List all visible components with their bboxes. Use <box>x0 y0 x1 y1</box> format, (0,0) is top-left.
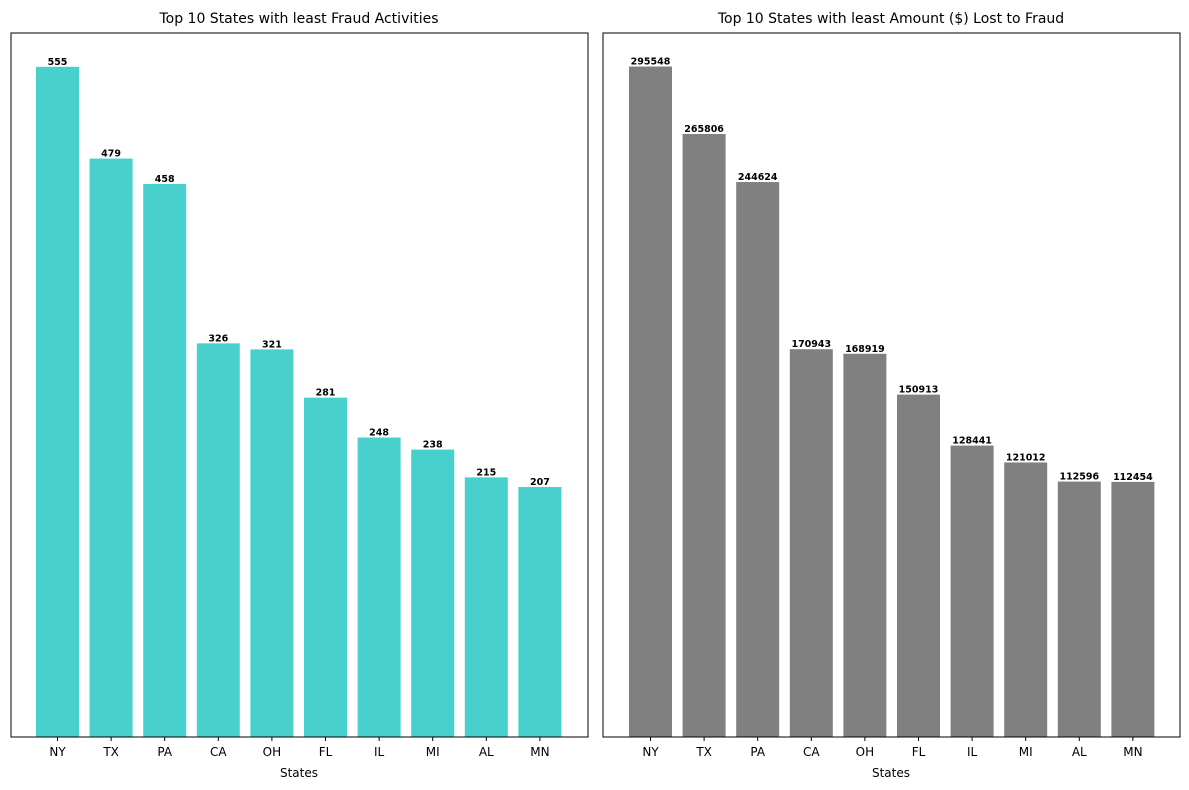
bar-il <box>950 445 994 737</box>
bar-fl <box>897 394 940 737</box>
plot-frame <box>10 32 589 738</box>
data-label-tx: 479 <box>101 149 121 160</box>
bar-mi <box>411 449 455 737</box>
x-tick-label-tx: TX <box>695 745 712 759</box>
bar-mn <box>1111 481 1155 737</box>
bar-tx <box>682 133 726 737</box>
x-tick-label-pa: PA <box>157 745 172 759</box>
bar-pa <box>736 182 780 737</box>
x-tick-label-il: IL <box>374 745 385 759</box>
bar-mi <box>1004 462 1048 737</box>
bar-al <box>464 477 508 737</box>
data-label-pa: 458 <box>155 174 175 185</box>
bar-ny <box>629 66 672 737</box>
x-tick-label-oh: OH <box>856 745 874 759</box>
x-tick-label-il: IL <box>967 745 978 759</box>
plot-frame <box>602 32 1181 738</box>
data-label-ny: 555 <box>48 57 68 68</box>
data-label-al: 215 <box>476 467 496 478</box>
data-label-fl: 150913 <box>899 385 939 396</box>
data-label-oh: 321 <box>262 339 282 350</box>
bar-tx <box>89 158 133 737</box>
x-tick-label-ca: CA <box>803 745 820 759</box>
x-tick-label-mi: MI <box>426 745 440 759</box>
bars <box>36 66 562 738</box>
data-label-ny: 295548 <box>631 57 671 68</box>
x-axis-label: States <box>280 766 318 780</box>
chart-title: Top 10 States with least Amount ($) Lost… <box>717 11 1064 27</box>
data-label-al: 112596 <box>1059 472 1099 483</box>
data-label-ca: 170943 <box>791 339 831 350</box>
data-label-ca: 326 <box>208 333 228 344</box>
x-tick-label-mn: MN <box>1123 745 1142 759</box>
bars <box>629 66 1155 737</box>
bar-al <box>1057 481 1101 737</box>
x-tick-label-fl: FL <box>912 745 926 759</box>
data-label-oh: 168919 <box>845 344 885 355</box>
data-label-mn: 207 <box>530 477 550 488</box>
data-label-mi: 121012 <box>1006 452 1046 463</box>
data-labels: 555 479 458 326 321 281 248 238 215 207 <box>48 57 550 488</box>
fraud-activities-chart: Top 10 States with least Fraud Activitie… <box>10 11 589 780</box>
x-tick-label-pa: PA <box>750 745 765 759</box>
x-tick-label-mn: MN <box>530 745 549 759</box>
x-tick-label-al: AL <box>479 745 494 759</box>
bar-oh <box>250 349 294 737</box>
bar-pa <box>143 183 187 738</box>
bar-il <box>357 437 401 737</box>
bar-fl <box>304 397 347 737</box>
x-ticks: NY TX PA CA OH FL IL MI AL MN <box>642 737 1143 759</box>
data-label-il: 248 <box>369 428 389 439</box>
x-tick-label-ny: NY <box>642 745 659 759</box>
x-ticks: NY TX PA CA OH FL IL MI AL MN <box>49 737 550 759</box>
data-label-fl: 281 <box>316 388 336 399</box>
x-tick-label-al: AL <box>1072 745 1087 759</box>
bar-ca <box>196 343 240 737</box>
x-tick-label-mi: MI <box>1019 745 1033 759</box>
data-labels: 295548 265806 244624 170943 168919 150913 1284… <box>631 57 1153 483</box>
data-label-il: 128441 <box>952 436 992 447</box>
x-axis-label: States <box>872 766 910 780</box>
amount-lost-chart: Top 10 States with least Amount ($) Lost… <box>602 11 1181 780</box>
x-tick-label-tx: TX <box>102 745 119 759</box>
x-tick-label-ca: CA <box>210 745 227 759</box>
x-tick-label-ny: NY <box>49 745 66 759</box>
bar-mn <box>518 487 562 737</box>
data-label-tx: 265806 <box>684 124 724 135</box>
x-tick-label-fl: FL <box>319 745 333 759</box>
data-label-pa: 244624 <box>738 172 778 183</box>
bar-ny <box>36 66 79 737</box>
bar-ca <box>789 349 833 737</box>
x-tick-label-oh: OH <box>263 745 281 759</box>
bar-oh <box>843 353 887 737</box>
chart-title: Top 10 States with least Fraud Activitie… <box>158 11 438 27</box>
data-label-mi: 238 <box>423 440 443 451</box>
data-label-mn: 112454 <box>1113 472 1153 483</box>
